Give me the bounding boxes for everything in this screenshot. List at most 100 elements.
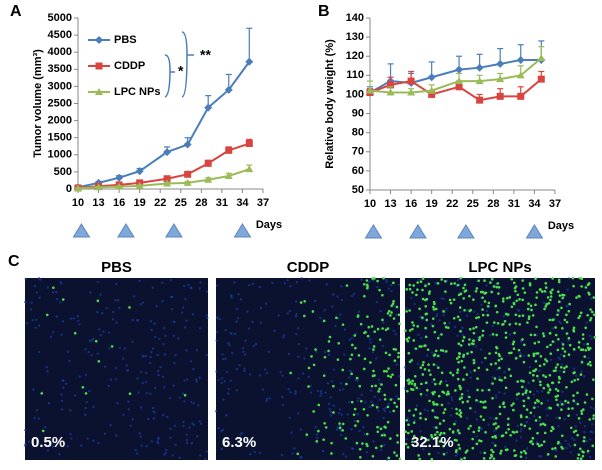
nucleus-speck — [309, 391, 313, 394]
apoptotic-cell — [461, 400, 465, 404]
apoptotic-cell — [458, 318, 462, 322]
apoptotic-cell — [421, 288, 424, 292]
nucleus-speck — [24, 428, 27, 432]
apoptotic-cell — [591, 397, 594, 401]
nucleus-speck — [107, 384, 110, 388]
apoptotic-cell — [588, 418, 592, 421]
nucleus-speck — [286, 279, 289, 282]
apoptotic-cell — [577, 346, 581, 349]
nucleus-speck — [107, 331, 111, 334]
nucleus-speck — [156, 353, 159, 357]
apoptotic-cell — [424, 298, 427, 302]
nucleus-speck — [103, 365, 107, 368]
apoptotic-cell — [514, 357, 518, 360]
apoptotic-cell — [446, 390, 450, 394]
nucleus-speck — [31, 318, 34, 322]
apoptotic-cell — [542, 374, 545, 377]
marker — [496, 75, 505, 83]
apoptotic-cell — [369, 361, 372, 364]
apoptotic-cell — [481, 334, 484, 337]
nucleus-speck — [66, 444, 70, 448]
nucleus-speck — [561, 390, 564, 394]
nucleus-speck — [450, 398, 454, 402]
nucleus-speck — [420, 336, 423, 340]
x-tick-label: 34 — [236, 197, 249, 209]
nucleus-speck — [348, 401, 351, 404]
nucleus-speck — [195, 380, 198, 383]
nucleus-speck — [456, 278, 460, 282]
nucleus-speck — [242, 350, 245, 353]
nucleus-speck — [434, 364, 438, 367]
nucleus-speck — [100, 311, 104, 315]
nucleus-speck — [195, 349, 199, 352]
apoptotic-cell — [359, 322, 363, 326]
apoptotic-cell — [128, 392, 132, 396]
nucleus-speck — [516, 424, 520, 428]
apoptotic-cell — [453, 422, 456, 426]
apoptotic-cell — [507, 417, 510, 421]
nucleus-speck — [567, 277, 571, 280]
apoptotic-cell — [523, 424, 527, 428]
apoptotic-cell — [587, 348, 591, 351]
nucleus-speck — [114, 282, 118, 286]
apoptotic-cell — [423, 367, 427, 371]
apoptotic-cell — [583, 436, 586, 439]
apoptotic-cell — [341, 422, 345, 426]
nucleus-speck — [344, 455, 348, 458]
apoptotic-cell — [576, 457, 580, 460]
apoptotic-cell — [387, 367, 390, 370]
apoptotic-cell — [494, 351, 498, 355]
apoptotic-cell — [383, 433, 387, 437]
apoptotic-cell — [477, 439, 481, 442]
apoptotic-cell — [356, 420, 360, 423]
nucleus-speck — [480, 427, 483, 430]
nucleus-speck — [90, 339, 94, 342]
apoptotic-cell — [543, 289, 547, 293]
apoptotic-cell — [491, 435, 495, 439]
nucleus-speck — [145, 445, 148, 448]
nucleus-speck — [346, 413, 349, 416]
apoptotic-cell — [550, 429, 553, 433]
apoptotic-cell — [408, 380, 412, 384]
nucleus-speck — [29, 308, 33, 311]
nucleus-speck — [265, 399, 268, 403]
apoptotic-cell — [446, 326, 450, 330]
nucleus-speck — [37, 277, 41, 280]
apoptotic-cell — [479, 439, 483, 443]
nucleus-speck — [69, 317, 73, 320]
apoptotic-cell — [392, 281, 395, 285]
nucleus-speck — [150, 350, 153, 354]
nucleus-speck — [157, 437, 160, 441]
nucleus-speck — [204, 457, 207, 461]
apoptotic-cell — [81, 385, 85, 389]
apoptotic-cell — [458, 352, 461, 356]
nucleus-speck — [77, 319, 80, 323]
apoptotic-cell — [465, 373, 469, 376]
apoptotic-cell — [500, 449, 503, 453]
apoptotic-cell — [510, 404, 513, 407]
nucleus-speck — [150, 440, 153, 443]
nucleus-speck — [99, 293, 102, 296]
nucleus-speck — [559, 321, 562, 325]
apoptotic-cell — [470, 350, 473, 354]
apoptotic-cell — [526, 321, 529, 324]
apoptotic-cell — [521, 314, 525, 317]
apoptotic-cell — [512, 408, 515, 412]
nucleus-speck — [435, 313, 439, 316]
nucleus-speck — [419, 430, 422, 433]
apoptotic-cell — [454, 389, 457, 392]
nucleus-speck — [362, 426, 365, 429]
apoptotic-cell — [567, 414, 570, 418]
apoptotic-cell — [529, 411, 533, 415]
apoptotic-cell — [577, 341, 581, 344]
apoptotic-cell — [436, 416, 439, 420]
apoptotic-cell — [367, 325, 371, 329]
nucleus-speck — [198, 327, 202, 330]
nucleus-speck — [583, 430, 586, 434]
nucleus-speck — [185, 438, 189, 442]
nucleus-speck — [99, 334, 102, 337]
apoptotic-cell — [414, 408, 418, 411]
nucleus-speck — [205, 290, 209, 293]
nucleus-speck — [183, 326, 187, 329]
nucleus-speck — [161, 375, 165, 378]
